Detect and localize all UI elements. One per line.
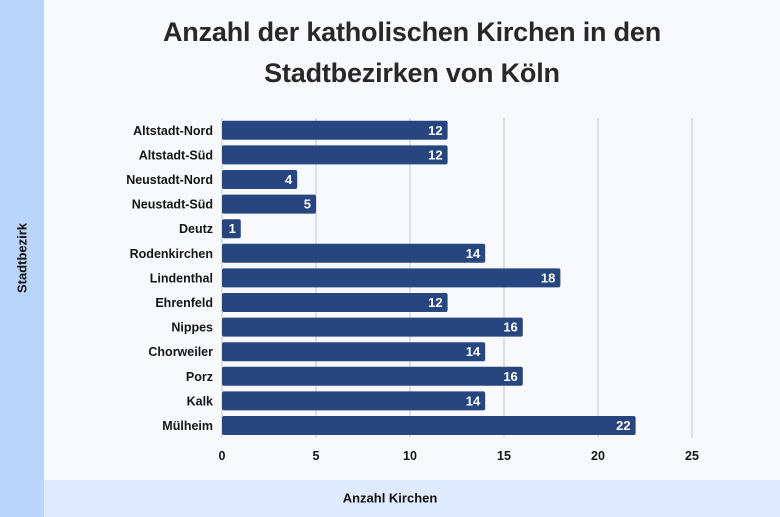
x-axis-label-band [44, 480, 780, 517]
category-label: Altstadt-Nord [133, 124, 213, 138]
category-label: Mülheim [162, 419, 213, 433]
category-label: Neustadt-Süd [132, 198, 213, 212]
x-tick-label: 10 [403, 449, 417, 463]
bar-value-label: 14 [466, 344, 481, 359]
bar-value-label: 22 [616, 418, 630, 433]
x-axis-title: Anzahl Kirchen [342, 490, 438, 506]
bar [222, 268, 561, 288]
category-label: Chorweiler [148, 345, 213, 359]
x-tick-label: 0 [219, 449, 226, 463]
bar [222, 293, 448, 312]
x-tick-label: 20 [591, 449, 605, 463]
bar [222, 194, 316, 214]
category-label: Deutz [179, 222, 213, 236]
bar-value-label: 12 [428, 123, 442, 138]
category-label: Neustadt-Nord [126, 173, 213, 187]
bar-value-label: 14 [466, 393, 481, 408]
bar-value-label: 16 [503, 320, 517, 335]
category-label: Nippes [171, 321, 213, 335]
bar-value-label: 1 [229, 221, 236, 236]
category-labels: Altstadt-Nord Altstadt-Süd Neustadt-Nord Ne… [126, 124, 213, 433]
bar [222, 391, 486, 411]
chart-title: Anzahl der katholischen Kirchen in den S… [44, 12, 780, 94]
bar-value-label: 5 [304, 197, 311, 212]
y-axis-label-band [0, 0, 44, 517]
bar-value-label: 16 [503, 369, 517, 384]
x-tick-label: 25 [685, 449, 699, 463]
chart-title-line-1: Anzahl der katholischen Kirchen in den [163, 17, 661, 47]
bar [222, 243, 486, 263]
bar [222, 366, 523, 386]
bar-value-label: 12 [428, 295, 442, 310]
bar [222, 145, 448, 165]
x-tick-label: 5 [313, 449, 320, 463]
category-label: Altstadt-Süd [139, 148, 213, 162]
bars: 12 12 45 1 14 18 12 16 14 16 14 22 [222, 120, 636, 435]
bar-value-label: 18 [541, 270, 555, 285]
bar [222, 317, 523, 337]
bar-value-label: 4 [285, 172, 293, 187]
category-label: Lindenthal [150, 271, 213, 285]
x-tick-labels: 0 5 10 15 20 25 [219, 449, 699, 463]
category-label: Ehrenfeld [155, 296, 213, 310]
category-label: Rodenkirchen [130, 247, 213, 261]
bar [222, 120, 448, 140]
bar [222, 219, 241, 239]
category-label: Porz [186, 370, 213, 384]
chart-title-line-2: Stadtbezirken von Köln [264, 58, 560, 88]
bar-value-label: 12 [428, 147, 442, 162]
category-label: Kalk [187, 394, 213, 408]
bar [222, 416, 636, 435]
x-tick-label: 15 [497, 449, 511, 463]
bar [222, 342, 486, 362]
bar [222, 170, 298, 189]
bar-value-label: 14 [466, 246, 481, 261]
